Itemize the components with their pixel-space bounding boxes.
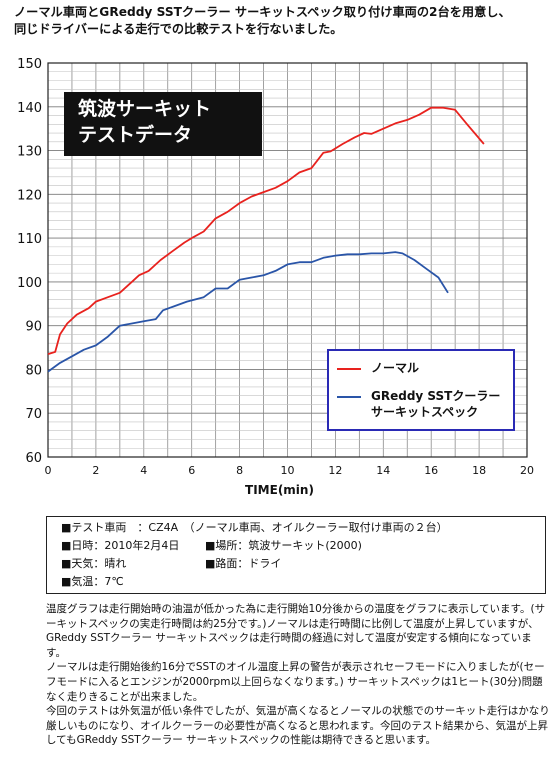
- info-weather: ■天気：晴れ: [61, 557, 127, 570]
- description-paragraph-1: 温度グラフは走行開始時の油温が低かった為に走行開始10分後からの温度をグラフに表…: [46, 603, 546, 659]
- x-tick-label: 4: [140, 464, 147, 477]
- header-line-1: ノーマル車両とGReddy SSTクーラー サーキットスペック取り付け車両の2台…: [14, 5, 511, 19]
- header-line-2: 同じドライバーによる走行での比較テストを行ないました。: [14, 22, 343, 36]
- y-tick-label: 140: [17, 101, 42, 116]
- x-tick-label: 0: [45, 464, 52, 477]
- x-tick-label: 8: [236, 464, 243, 477]
- temperature-chart: 60 70 80 90 100 110 120 130 140 150 0 2 4 6 8 10 12 14 16 1…: [17, 57, 534, 497]
- description: 温度グラフは走行開始時の油温が低かった為に走行開始10分後からの温度をグラフに表…: [46, 602, 550, 748]
- y-tick-label: 90: [25, 320, 42, 335]
- x-tick-label: 14: [376, 464, 390, 477]
- info-temperature: ■気温：7℃: [61, 575, 124, 588]
- x-axis-label: TIME(min): [245, 483, 314, 497]
- y-tick-label: 110: [17, 232, 42, 247]
- y-tick-label: 70: [25, 407, 42, 422]
- legend-swatch-normal: [337, 368, 361, 370]
- x-tick-label: 10: [281, 464, 295, 477]
- info-vehicle: ■テスト車両 ：CZ4A （ノーマル車両、オイルクーラー取付け車両の２台）: [61, 521, 448, 534]
- legend-label-normal: ノーマル: [371, 361, 420, 375]
- info-place: ■場所：筑波サーキット(2000): [205, 539, 362, 552]
- series-line-normal: [47, 106, 485, 355]
- legend-label-gr-line-2: サーキットスペック: [371, 405, 479, 419]
- info-date: ■日時：2010年2月4日: [61, 539, 180, 552]
- header: ノーマル車両とGReddy SSTクーラー サーキットスペック取り付け車両の2台…: [14, 4, 542, 38]
- description-paragraph-2: ノーマルは走行開始後約16分でSSTのオイル温度上昇の警告が表示されセーフモード…: [46, 661, 545, 703]
- legend-label-gr-line-1: GReddy SSTクーラー: [371, 389, 501, 403]
- legend-swatch-gr: [337, 396, 361, 398]
- plot-frame: [47, 62, 528, 458]
- y-tick-label: 120: [17, 188, 42, 203]
- description-paragraph-3: 今回のテストは外気温が低い条件でしたが、気温が高くなるとノーマルの状態でのサーキ…: [46, 705, 550, 747]
- inset-title-line-1: 筑波サーキット: [78, 98, 212, 120]
- inset-title-line-2: テストデータ: [78, 124, 193, 146]
- y-tick-label: 100: [17, 276, 42, 291]
- chart-legend: ノーマル GReddy SSTクーラー サーキットスペック: [327, 349, 515, 431]
- test-info-box: ■テスト車両 ：CZ4A （ノーマル車両、オイルクーラー取付け車両の２台） ■日…: [46, 516, 546, 594]
- x-tick-label: 18: [472, 464, 486, 477]
- info-road: ■路面：ドライ: [205, 557, 282, 570]
- x-tick-label: 6: [188, 464, 195, 477]
- y-tick-label: 130: [17, 145, 42, 160]
- chart-inset-title: 筑波サーキット テストデータ: [64, 92, 262, 156]
- x-tick-label: 16: [424, 464, 438, 477]
- y-tick-label: 80: [25, 363, 42, 378]
- y-tick-label: 150: [17, 57, 42, 72]
- x-tick-label: 12: [328, 464, 342, 477]
- x-tick-label: 20: [520, 464, 534, 477]
- series-line-gr: [47, 251, 449, 373]
- x-tick-label: 2: [92, 464, 99, 477]
- y-tick-label: 60: [25, 451, 42, 466]
